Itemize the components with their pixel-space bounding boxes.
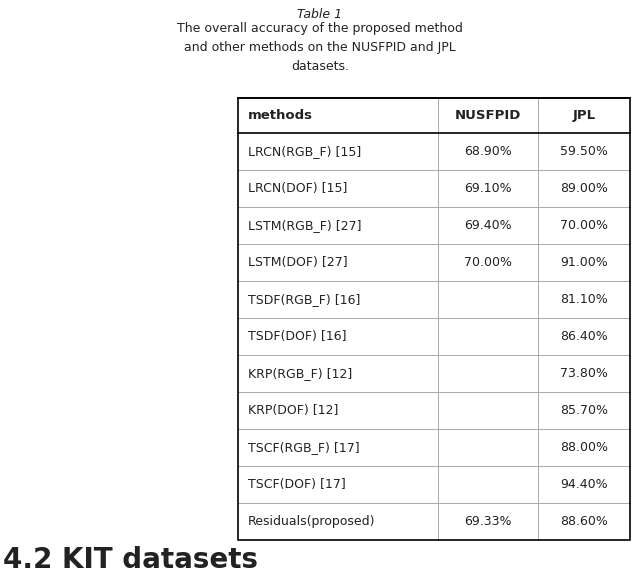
Text: 4.2 KIT datasets: 4.2 KIT datasets <box>3 546 258 574</box>
Text: The overall accuracy of the proposed method
and other methods on the NUSFPID and: The overall accuracy of the proposed met… <box>177 22 463 73</box>
Text: KRP(DOF) [12]: KRP(DOF) [12] <box>248 404 339 417</box>
Text: JPL: JPL <box>572 109 596 122</box>
Text: 69.10%: 69.10% <box>464 182 512 195</box>
Text: 69.33%: 69.33% <box>464 515 512 528</box>
Text: TSDF(RGB_F) [16]: TSDF(RGB_F) [16] <box>248 293 360 306</box>
Text: 88.60%: 88.60% <box>560 515 608 528</box>
Text: KRP(RGB_F) [12]: KRP(RGB_F) [12] <box>248 367 352 380</box>
Text: 89.00%: 89.00% <box>560 182 608 195</box>
Text: TSCF(DOF) [17]: TSCF(DOF) [17] <box>248 478 346 491</box>
Text: 81.10%: 81.10% <box>560 293 608 306</box>
Text: 85.70%: 85.70% <box>560 404 608 417</box>
Text: methods: methods <box>248 109 313 122</box>
Text: LSTM(RGB_F) [27]: LSTM(RGB_F) [27] <box>248 219 362 232</box>
Text: TSCF(RGB_F) [17]: TSCF(RGB_F) [17] <box>248 441 360 454</box>
Text: 59.50%: 59.50% <box>560 145 608 158</box>
Text: 68.90%: 68.90% <box>464 145 512 158</box>
Text: 94.40%: 94.40% <box>560 478 608 491</box>
Text: 70.00%: 70.00% <box>560 219 608 232</box>
Text: 86.40%: 86.40% <box>560 330 608 343</box>
Text: Residuals(proposed): Residuals(proposed) <box>248 515 376 528</box>
Text: 91.00%: 91.00% <box>560 256 608 269</box>
Text: 88.00%: 88.00% <box>560 441 608 454</box>
Text: TSDF(DOF) [16]: TSDF(DOF) [16] <box>248 330 346 343</box>
Text: NUSFPID: NUSFPID <box>455 109 521 122</box>
Text: LRCN(RGB_F) [15]: LRCN(RGB_F) [15] <box>248 145 361 158</box>
Text: 69.40%: 69.40% <box>464 219 512 232</box>
Text: 73.80%: 73.80% <box>560 367 608 380</box>
Text: Table 1: Table 1 <box>298 8 342 21</box>
Text: 70.00%: 70.00% <box>464 256 512 269</box>
Text: LRCN(DOF) [15]: LRCN(DOF) [15] <box>248 182 348 195</box>
Bar <box>238 98 630 540</box>
Text: LSTM(DOF) [27]: LSTM(DOF) [27] <box>248 256 348 269</box>
